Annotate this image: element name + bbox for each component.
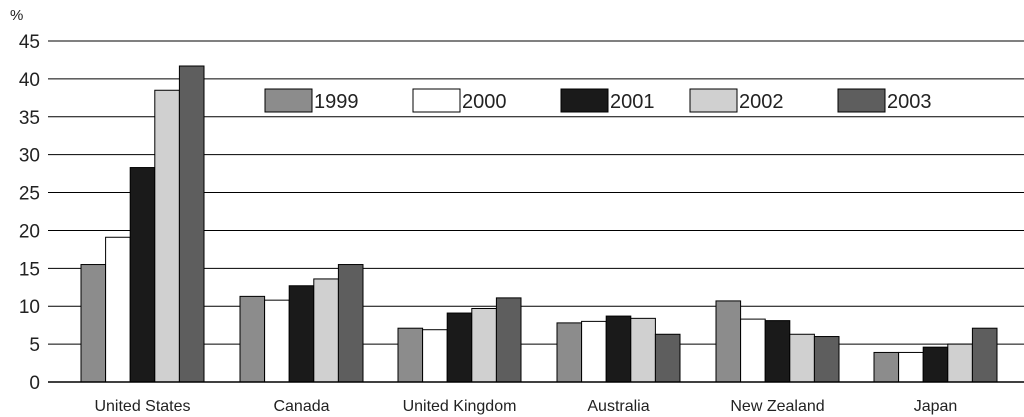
bar [922, 346, 949, 383]
bar [789, 333, 815, 383]
bar [715, 300, 742, 383]
bar-group [239, 264, 364, 383]
bar [80, 264, 107, 383]
bar [630, 317, 656, 383]
legend-swatch [689, 88, 738, 113]
legend: 1999 2000 2001 2002 2003 [264, 88, 932, 113]
legend-label: 2001 [610, 91, 655, 113]
bar-group [873, 327, 998, 383]
legend-label: 2003 [887, 91, 932, 113]
bar-group [715, 300, 840, 383]
x-category-label: New Zealand [730, 398, 824, 415]
bar [422, 329, 448, 383]
bar [446, 312, 473, 383]
bar [471, 307, 497, 383]
bar [898, 351, 924, 383]
legend-label: 2000 [462, 91, 507, 113]
x-category-label: United States [94, 398, 190, 415]
y-tick-label: 0 [29, 373, 40, 394]
bar [397, 327, 424, 383]
legend-item: 2001 [560, 88, 655, 113]
legend-swatch [264, 88, 313, 113]
bar [740, 318, 766, 383]
bar [813, 336, 840, 383]
legend-swatch [837, 88, 886, 113]
legend-item: 1999 [264, 88, 359, 113]
y-tick-label: 40 [19, 70, 40, 91]
x-category-label: United Kingdom [403, 398, 517, 415]
bar [239, 295, 266, 383]
bar [556, 322, 583, 383]
y-axis-ticks: 0 5 10 15 20 25 30 35 40 45 [19, 32, 40, 394]
x-category-label: Japan [914, 398, 958, 415]
legend-item: 2003 [837, 88, 932, 113]
bar [581, 320, 607, 383]
bar [129, 167, 156, 383]
legend-item: 2002 [689, 88, 784, 113]
y-tick-label: 15 [19, 259, 40, 280]
bar [764, 320, 791, 383]
bar [971, 327, 998, 383]
bar [288, 285, 315, 383]
legend-swatch [560, 88, 609, 113]
bar [178, 65, 205, 383]
bars [80, 65, 998, 383]
y-tick-label: 10 [19, 297, 40, 318]
y-tick-label: 25 [19, 184, 40, 205]
gridlines [48, 40, 1024, 345]
legend-label: 2002 [739, 91, 784, 113]
x-category-label: Canada [273, 398, 329, 415]
bar [313, 278, 339, 383]
y-tick-label: 30 [19, 146, 40, 167]
bar [654, 333, 681, 383]
bar [337, 264, 364, 383]
y-tick-label: 20 [19, 221, 40, 242]
y-tick-label: 5 [29, 335, 40, 356]
x-axis-category-labels: United States Canada United Kingdom Austral… [94, 398, 957, 415]
y-axis-unit-label: % [10, 7, 23, 24]
legend-label: 1999 [314, 91, 359, 113]
legend-swatch [412, 88, 461, 113]
bar-group [397, 297, 522, 383]
legend-item: 2000 [412, 88, 507, 113]
bar [495, 297, 522, 383]
bar [105, 236, 131, 383]
y-tick-label: 45 [19, 32, 40, 53]
bar-group [556, 315, 681, 383]
bar [264, 299, 290, 383]
bar [154, 89, 180, 383]
bar-group [80, 65, 205, 383]
y-tick-label: 35 [19, 108, 40, 129]
bar [605, 315, 632, 383]
bar [947, 343, 973, 383]
bar [873, 351, 900, 383]
x-category-label: Australia [587, 398, 649, 415]
